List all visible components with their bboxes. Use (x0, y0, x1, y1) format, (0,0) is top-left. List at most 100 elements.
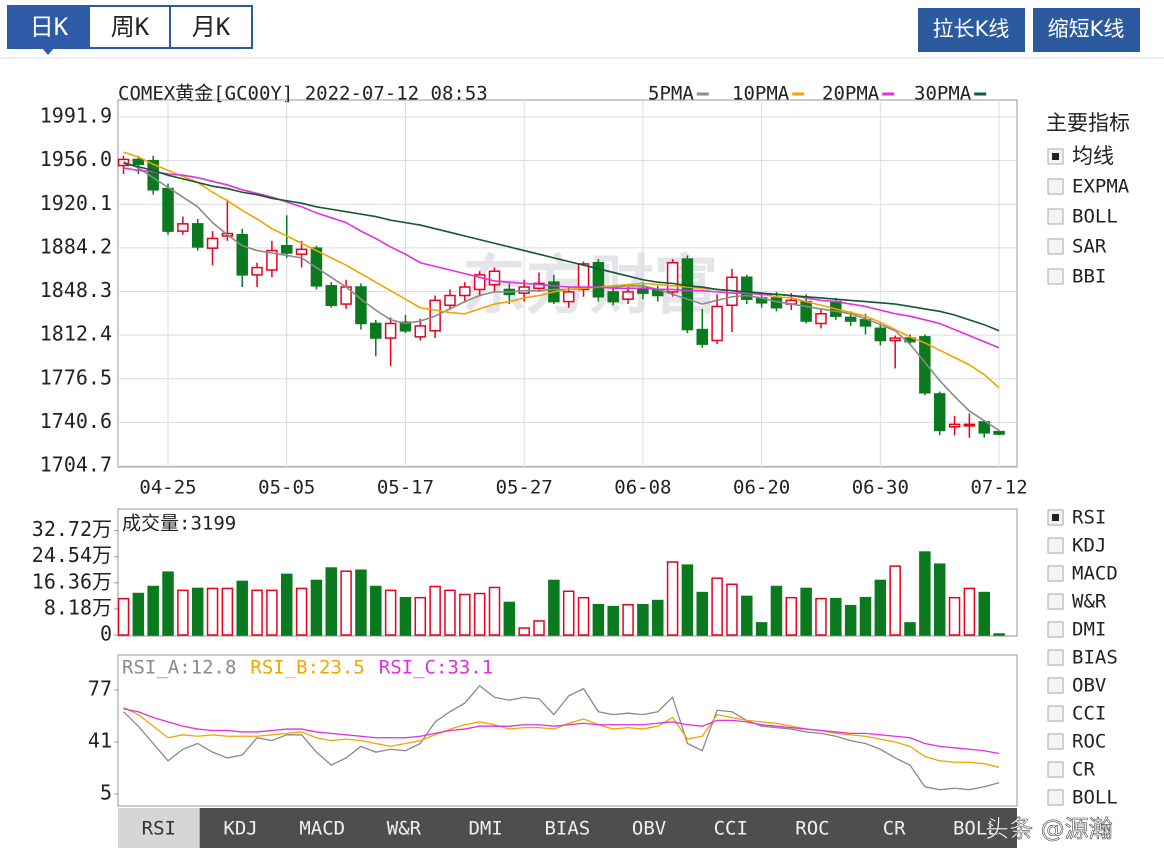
checkbox[interactable] (1047, 208, 1064, 225)
volume-bar (266, 589, 278, 636)
checkbox[interactable] (1047, 761, 1064, 778)
y-tick-label: 77 (88, 677, 112, 701)
checkbox-label[interactable]: CCI (1072, 703, 1106, 725)
checkbox[interactable] (1047, 593, 1064, 610)
candle-body (919, 336, 931, 394)
checkbox-label[interactable]: RSI (1072, 507, 1106, 529)
candle-body (295, 248, 308, 255)
checkbox-label[interactable]: MACD (1072, 563, 1118, 585)
volume-bar (830, 597, 842, 636)
volume-bar (459, 593, 471, 636)
tab[interactable]: 月K (192, 13, 231, 41)
volume-bar (429, 585, 441, 636)
x-tick-label: 05-27 (496, 477, 553, 499)
checkbox[interactable] (1047, 178, 1064, 195)
line (123, 161, 1000, 432)
y-tick-label: 24.54万 (32, 543, 112, 567)
candle-body (577, 263, 590, 291)
candle-body (666, 261, 679, 293)
volume-bar (340, 570, 352, 636)
checkbox-mark[interactable] (1052, 514, 1059, 521)
checkbox-label[interactable]: EXPMA (1072, 176, 1130, 198)
checkbox-label[interactable]: W&R (1072, 591, 1107, 613)
checkbox-mark[interactable] (1052, 153, 1059, 160)
checkbox-label[interactable]: BIAS (1072, 647, 1118, 669)
checkbox-label[interactable]: 均线 (1072, 144, 1114, 168)
bottom-tab[interactable]: RSI (142, 818, 176, 840)
checkbox[interactable] (1047, 649, 1064, 666)
button-label[interactable]: 拉长K线 (933, 17, 1010, 41)
bottom-tab[interactable]: BOLL (953, 818, 999, 840)
checkbox-label[interactable]: BOLL (1072, 787, 1118, 809)
legend-label: RSI_C:33.1 (379, 657, 493, 679)
checkbox[interactable] (1047, 238, 1064, 255)
legend-label: 20PMA (822, 83, 880, 105)
x-tick-label: 05-17 (377, 477, 434, 499)
candle-body (844, 316, 857, 322)
checkbox-label[interactable]: DMI (1072, 619, 1106, 641)
candle-body (355, 286, 367, 325)
candle-body (280, 244, 293, 254)
volume-bar (414, 596, 427, 636)
y-tick-label: 1812.4 (40, 322, 112, 346)
legend-label: 10PMA (732, 83, 790, 105)
candle-body (963, 423, 976, 427)
bottom-tab[interactable]: CCI (714, 818, 748, 840)
candle-body (993, 430, 1005, 435)
y-tick-label: 16.36万 (32, 569, 112, 593)
checkbox-label[interactable]: ROC (1072, 731, 1106, 753)
bottom-tab[interactable]: OBV (632, 818, 666, 840)
bottom-tab-active[interactable] (118, 808, 200, 848)
checkbox[interactable] (1047, 621, 1064, 638)
checkbox-label[interactable]: BOLL (1072, 206, 1118, 228)
volume-bar (117, 597, 130, 636)
volume-bar (785, 596, 798, 636)
button-label[interactable]: 缩短K线 (1048, 17, 1125, 41)
y-tick-label: 1776.5 (40, 365, 112, 389)
volume-bar (711, 577, 723, 636)
checkbox[interactable] (1047, 537, 1064, 554)
candle-body (236, 234, 248, 276)
bottom-tab[interactable]: ROC (795, 818, 829, 840)
volume-bar (993, 633, 1005, 636)
volume-bar (874, 579, 887, 636)
candle-body (622, 291, 634, 300)
checkbox-label[interactable]: BBI (1072, 266, 1106, 288)
bottom-tab[interactable]: MACD (299, 818, 345, 840)
bottom-tab[interactable]: DMI (468, 818, 502, 840)
checkbox[interactable] (1047, 733, 1064, 750)
button[interactable] (918, 8, 1025, 52)
bottom-tab[interactable]: KDJ (223, 818, 257, 840)
volume-bar (177, 589, 189, 636)
volume-bar (147, 585, 159, 636)
volume-bar (191, 587, 204, 636)
tab[interactable]: 日K (30, 13, 69, 41)
y-tick-label: 5 (100, 781, 112, 805)
button[interactable] (1033, 8, 1140, 52)
checkbox-label[interactable]: SAR (1072, 236, 1107, 258)
tab-active[interactable] (8, 6, 90, 48)
checkbox-label[interactable]: CR (1072, 759, 1095, 781)
volume-bar (948, 596, 961, 636)
volume-bar (607, 605, 619, 636)
tab[interactable]: 周K (111, 13, 150, 41)
checkbox-label[interactable]: OBV (1072, 675, 1106, 697)
bottom-tab[interactable]: BIAS (544, 818, 590, 840)
volume-bar (206, 587, 219, 636)
y-tick-label: 8.18万 (44, 595, 112, 619)
checkbox[interactable] (1047, 677, 1064, 694)
checkbox[interactable] (1047, 565, 1064, 582)
bottom-tab[interactable]: CR (883, 818, 906, 840)
y-tick-label: 1920.1 (40, 191, 112, 215)
checkbox-label[interactable]: KDJ (1072, 535, 1106, 557)
volume-bar (384, 589, 397, 636)
volume-bar (295, 587, 308, 636)
bottom-tab[interactable]: W&R (387, 818, 422, 840)
line (123, 167, 1000, 349)
checkbox[interactable] (1047, 705, 1064, 722)
checkbox[interactable] (1047, 268, 1064, 285)
candle-body (978, 421, 990, 434)
checkbox[interactable] (1047, 789, 1064, 806)
candle-body (874, 327, 887, 342)
